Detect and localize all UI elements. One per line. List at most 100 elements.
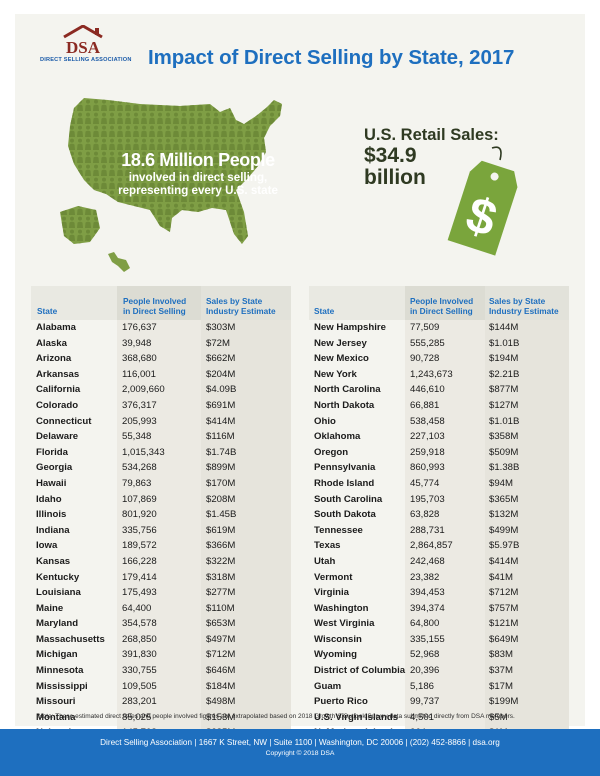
- table-row: Alabama 176,637 $303M: [31, 320, 291, 336]
- header-sales-line2: Industry Estimate: [206, 306, 276, 316]
- sales-cell: $121M: [489, 618, 519, 630]
- header-people-line2: in Direct Selling: [123, 306, 186, 316]
- state-cell: Minnesota: [36, 665, 84, 677]
- table-row: Kansas 166,228 $322M: [31, 554, 291, 570]
- state-cell: Puerto Rico: [314, 696, 368, 708]
- people-cell: 354,578: [122, 618, 157, 630]
- footnote: Note: These estimated direct sales and p…: [38, 713, 515, 720]
- table-row: New Hampshire 77,509 $144M: [309, 320, 569, 336]
- state-cell: Washington: [314, 602, 369, 614]
- footer-address: Direct Selling Association | 1667 K Stre…: [100, 738, 500, 747]
- sales-cell: $194M: [489, 353, 519, 365]
- column-shade: [405, 320, 485, 757]
- people-cell: 288,731: [410, 524, 445, 536]
- state-cell: Montana: [36, 711, 76, 723]
- header-shade: [405, 286, 485, 320]
- sales-cell: $1.74B: [206, 446, 237, 458]
- table-body: New Hampshire 77,509 $144M New Jersey 555,28…: [309, 320, 569, 757]
- state-cell: Iowa: [36, 540, 58, 552]
- people-cell: 368,680: [122, 353, 157, 365]
- table-row: Guam 5,186 $17M: [309, 679, 569, 695]
- logo-wordmark: DSA: [66, 38, 101, 55]
- state-cell: Wyoming: [314, 649, 357, 661]
- column-shade: [201, 320, 291, 757]
- sales-cell: $649M: [489, 633, 519, 645]
- sales-cell: $94M: [489, 477, 513, 489]
- people-cell: 534,268: [122, 462, 157, 474]
- people-cell: 64,800: [410, 618, 440, 630]
- table-row: Arkansas 116,001 $204M: [31, 367, 291, 383]
- sales-cell: $199M: [489, 696, 519, 708]
- state-cell: Wisconsin: [314, 633, 362, 645]
- state-cell: Missouri: [36, 696, 76, 708]
- people-cell: 55,348: [122, 431, 152, 443]
- people-cell: 107,869: [122, 493, 157, 505]
- sales-cell: $414M: [206, 415, 236, 427]
- sales-cell: $653M: [206, 618, 236, 630]
- us-map-illustration: [60, 98, 282, 272]
- people-cell: 20,396: [410, 665, 440, 677]
- state-cell: North Dakota: [314, 399, 375, 411]
- header-state: State: [37, 306, 58, 316]
- state-cell: Georgia: [36, 462, 73, 474]
- people-cell: 79,863: [122, 477, 152, 489]
- people-cell: 85,025: [122, 711, 152, 723]
- people-cell: 1,243,673: [410, 368, 453, 380]
- people-cell: 116,001: [122, 368, 156, 380]
- header-state: State: [314, 306, 335, 316]
- state-cell: Mississippi: [36, 680, 88, 692]
- state-cell: Michigan: [36, 649, 78, 661]
- state-cell: Florida: [36, 446, 68, 458]
- sales-cell: $110M: [206, 602, 235, 614]
- sales-cell: $1.01B: [489, 415, 520, 427]
- state-cell: Oregon: [314, 446, 349, 458]
- state-cell: Alaska: [36, 337, 67, 349]
- table-row: Pennsylvania 860,993 $1.38B: [309, 460, 569, 476]
- state-cell: New Mexico: [314, 353, 369, 365]
- price-tag-icon: $: [447, 146, 518, 256]
- header-sales-line1: Sales by State: [206, 296, 263, 306]
- sales-cell: $877M: [489, 384, 519, 396]
- map-line-1: involved in direct selling,: [128, 171, 268, 184]
- sales-cell: $414M: [489, 555, 519, 567]
- people-cell: 52,968: [410, 649, 440, 661]
- table-row: Maine 64,400 $110M: [31, 601, 291, 617]
- table-row: Colorado 376,317 $691M: [31, 398, 291, 414]
- sales-cell: $116M: [206, 431, 235, 443]
- sales-cell: $712M: [206, 649, 236, 661]
- retail-sales-label: U.S. Retail Sales:: [364, 126, 499, 144]
- state-cell: District of Columbia: [314, 665, 406, 677]
- sales-cell: $72M: [206, 337, 230, 349]
- table-row: Indiana 335,756 $619M: [31, 523, 291, 539]
- sales-cell: $5.97B: [489, 540, 520, 552]
- people-cell: 99,737: [410, 696, 440, 708]
- state-cell: New York: [314, 368, 357, 380]
- footer-copyright: Copyright © 2018 DSA: [265, 750, 335, 757]
- people-cell: 335,155: [410, 633, 445, 645]
- table-row: Tennessee 288,731 $499M: [309, 523, 569, 539]
- sales-cell: $17M: [489, 680, 513, 692]
- people-cell: 2,864,857: [410, 540, 453, 552]
- state-cell: New Hampshire: [314, 322, 386, 333]
- sales-cell: $127M: [489, 399, 519, 411]
- table-row: Iowa 189,572 $366M: [31, 538, 291, 554]
- people-cell: 175,493: [122, 587, 157, 599]
- people-cell: 64,400: [122, 602, 152, 614]
- state-cell: California: [36, 384, 81, 396]
- people-cell: 394,374: [410, 602, 445, 614]
- dsa-logo[interactable]: DSA DIRECT SELLING ASSOCIATION: [40, 25, 131, 69]
- table-row: Kentucky 179,414 $318M: [31, 570, 291, 586]
- table-row: Washington 394,374 $757M: [309, 601, 569, 617]
- sales-cell: $132M: [489, 509, 519, 521]
- table-row: South Dakota 63,828 $132M: [309, 507, 569, 523]
- state-cell: Arkansas: [36, 368, 80, 380]
- state-cell: Massachusetts: [36, 633, 105, 645]
- header-sales-line2: Industry Estimate: [489, 306, 559, 316]
- table-row: Missouri 283,201 $498M: [31, 694, 291, 710]
- people-cell: 330,755: [122, 665, 157, 677]
- people-cell: 195,703: [410, 493, 445, 505]
- people-cell: 335,756: [122, 524, 157, 536]
- sales-cell: $712M: [489, 587, 519, 599]
- state-cell: U.S. Virgin Islands: [314, 711, 399, 723]
- sales-cell: $5M: [489, 711, 508, 723]
